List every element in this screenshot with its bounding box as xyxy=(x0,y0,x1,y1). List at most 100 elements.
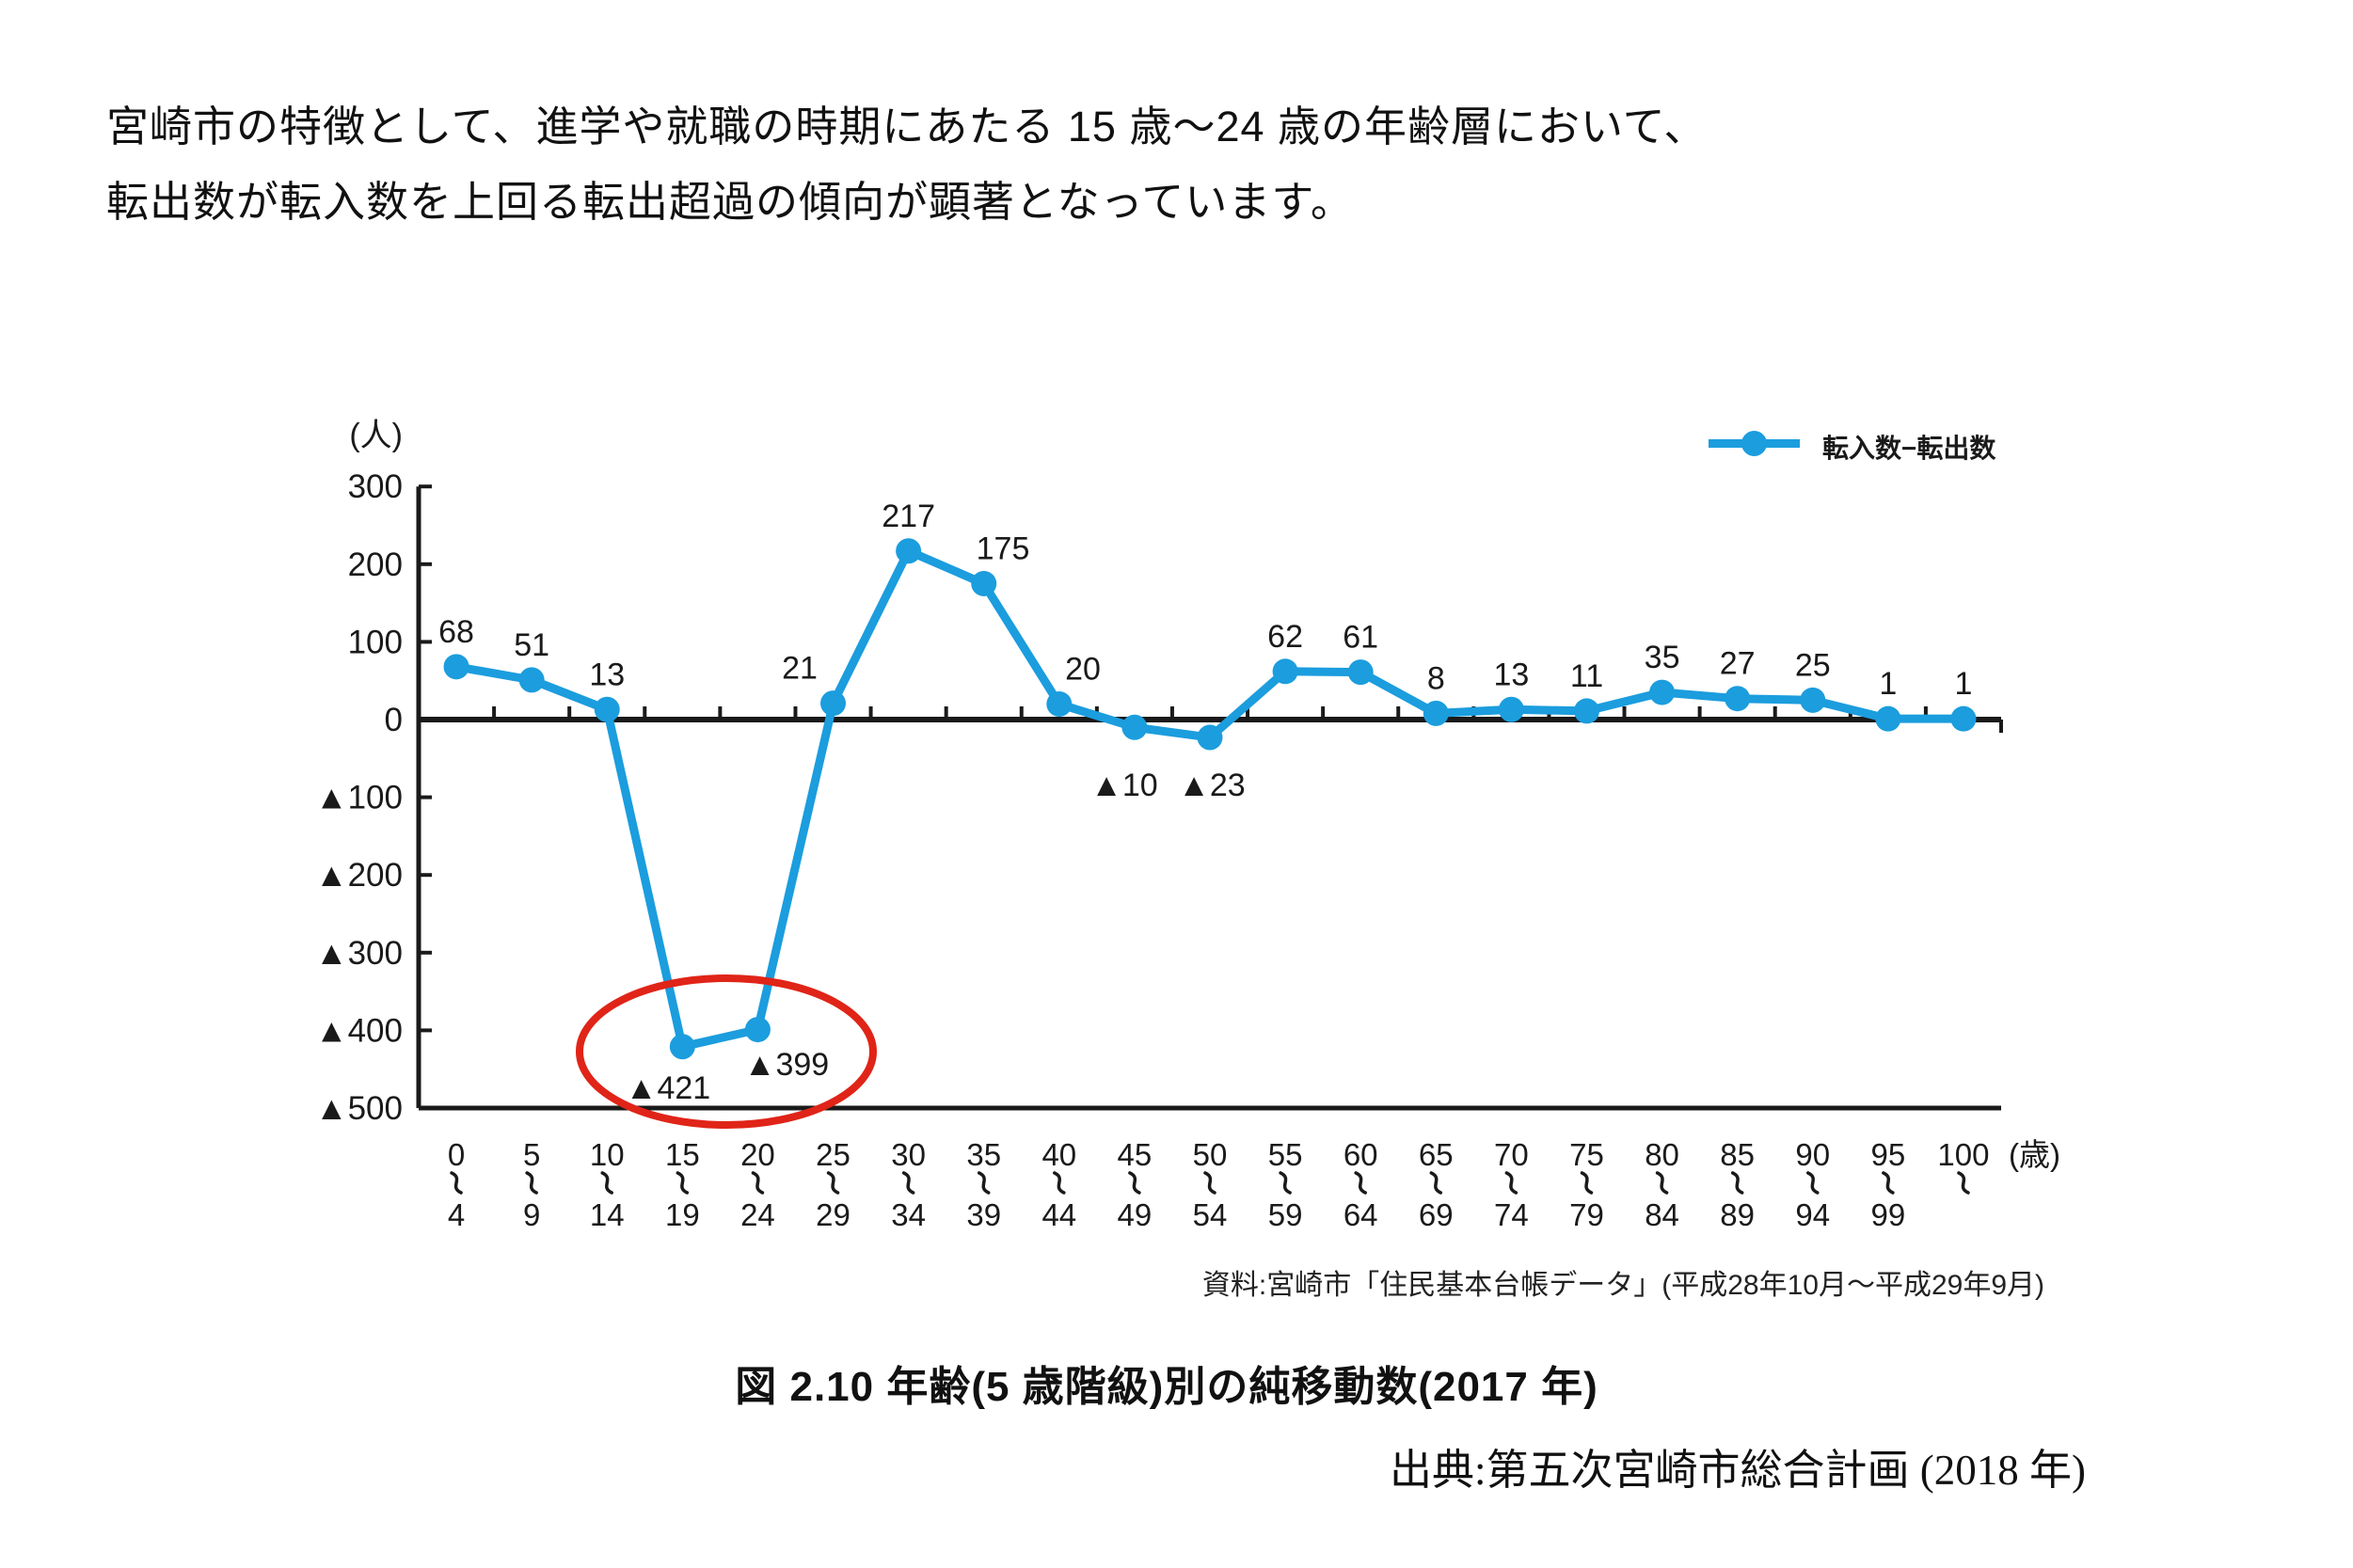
data-point xyxy=(1649,679,1676,705)
data-point-label: 35 xyxy=(1645,640,1680,675)
data-point-label: 51 xyxy=(514,627,549,663)
legend-label: 転入数−転出数 xyxy=(1822,434,1996,463)
x-axis-label-to: 69 xyxy=(1419,1197,1454,1232)
x-axis-range-separator xyxy=(1655,1171,1669,1195)
x-axis-label-from: 25 xyxy=(816,1137,851,1172)
data-point-label: 175 xyxy=(977,531,1030,566)
x-axis-label-to: 74 xyxy=(1494,1197,1529,1232)
y-axis-tick-label: 100 xyxy=(348,624,403,660)
x-axis-label-to: 44 xyxy=(1041,1197,1076,1232)
x-axis-label-from: 15 xyxy=(665,1137,700,1172)
data-point xyxy=(896,538,922,564)
x-axis-label-to: 99 xyxy=(1870,1197,1905,1232)
x-axis-range-separator xyxy=(1203,1171,1216,1195)
x-axis-label-to: 24 xyxy=(740,1197,775,1232)
x-axis-label-from: 50 xyxy=(1193,1137,1228,1172)
data-point-label: 20 xyxy=(1065,651,1101,687)
x-axis-label-from: 40 xyxy=(1041,1137,1076,1172)
data-point-label: 13 xyxy=(589,657,625,692)
x-axis-label-from: 95 xyxy=(1870,1137,1905,1172)
x-axis-label-to: 49 xyxy=(1118,1197,1153,1232)
data-point xyxy=(1272,658,1298,685)
x-axis-label-from: 70 xyxy=(1494,1137,1529,1172)
data-point xyxy=(1197,724,1223,751)
legend-dot-marker xyxy=(1741,431,1767,456)
y-axis-tick-label: 200 xyxy=(348,546,403,583)
x-axis-label-to: 14 xyxy=(590,1197,625,1232)
data-point-label: 1 xyxy=(1879,666,1897,702)
x-axis-range-separator xyxy=(826,1171,840,1195)
x-axis-label-from: 75 xyxy=(1569,1137,1604,1172)
data-point xyxy=(1800,687,1826,713)
data-point xyxy=(518,667,545,693)
x-axis-label-from: 90 xyxy=(1795,1137,1830,1172)
x-axis-label-to: 84 xyxy=(1645,1197,1679,1232)
x-axis-label-to: 64 xyxy=(1343,1197,1378,1232)
x-axis-range-separator xyxy=(1504,1171,1518,1195)
y-axis-tick-label: ▲200 xyxy=(315,857,403,894)
data-point xyxy=(1950,705,1977,732)
x-axis-label-to: 4 xyxy=(448,1197,465,1232)
data-point-label: ▲10 xyxy=(1090,768,1157,803)
data-point xyxy=(1725,686,1751,712)
y-axis-tick-label: ▲400 xyxy=(315,1012,403,1049)
highlight-ellipse xyxy=(576,974,877,1129)
x-axis-range-separator xyxy=(1806,1171,1820,1195)
x-axis-label-from: 5 xyxy=(523,1137,540,1172)
y-axis-tick-label: ▲100 xyxy=(315,780,403,816)
data-point-label: ▲399 xyxy=(744,1047,829,1083)
x-axis-range-separator xyxy=(1279,1171,1292,1195)
x-axis-label-from: 85 xyxy=(1720,1137,1755,1172)
x-axis-label-from: 60 xyxy=(1343,1137,1378,1172)
data-point xyxy=(744,1017,771,1043)
y-axis-tick-label: ▲500 xyxy=(315,1090,403,1127)
x-axis-label-from: 35 xyxy=(966,1137,1001,1172)
data-point-label: ▲421 xyxy=(626,1070,710,1106)
data-point xyxy=(1046,690,1073,717)
intro-line-2: 転出数が転入数を上回る転出超過の傾向が顕著となっています。 xyxy=(106,178,1354,226)
x-axis-label-from: 10 xyxy=(590,1137,625,1172)
x-axis-label-to: 19 xyxy=(665,1197,700,1232)
intro-line-1: 宮崎市の特徴として、進学や就職の時期にあたる 15 歳〜24 歳の年齢層において… xyxy=(106,103,1708,150)
x-axis-range-separator xyxy=(1730,1171,1744,1195)
data-point xyxy=(443,654,469,680)
data-point xyxy=(971,570,997,596)
x-axis-label-to: 34 xyxy=(891,1197,926,1232)
data-point-label: 25 xyxy=(1795,647,1831,683)
data-source-note: 資料:宮崎市「住民基本台帳データ」(平成28年10月〜平成29年9月) xyxy=(1201,1270,2044,1301)
x-axis-range-separator xyxy=(901,1171,915,1195)
y-axis-tick-label: ▲300 xyxy=(315,935,403,972)
x-axis-label-from: 30 xyxy=(891,1137,926,1172)
data-point xyxy=(594,696,620,722)
x-axis-label-to: 79 xyxy=(1569,1197,1604,1232)
data-point-label: 217 xyxy=(882,499,935,534)
x-axis-range-separator xyxy=(1354,1171,1367,1195)
figure-caption: 図 2.10 年齢(5 歳階級)別の純移動数(2017 年) xyxy=(735,1364,1598,1410)
x-axis-range-separator xyxy=(525,1171,538,1195)
x-axis-label-to: 29 xyxy=(816,1197,851,1232)
data-point xyxy=(1423,700,1449,726)
x-axis-label-to: 39 xyxy=(966,1197,1001,1232)
attribution-note: 出典:第五次宮崎市総合計画 (2018 年) xyxy=(1390,1447,2086,1494)
y-axis-tick-label: 300 xyxy=(348,468,403,505)
data-point-label: 11 xyxy=(1570,658,1603,694)
x-axis-unit-label: (歳) xyxy=(2009,1137,2060,1172)
data-point xyxy=(1573,698,1599,724)
data-point xyxy=(1498,696,1524,722)
x-axis-range-separator xyxy=(1580,1171,1594,1195)
x-axis-label-to: 54 xyxy=(1193,1197,1228,1232)
intro-paragraph: 宮崎市の特徴として、進学や就職の時期にあたる 15 歳〜24 歳の年齢層において… xyxy=(106,89,2298,240)
x-axis-range-separator xyxy=(600,1171,613,1195)
x-axis-range-separator xyxy=(751,1171,765,1195)
data-point-label: 62 xyxy=(1267,619,1303,655)
x-axis-label-from: 80 xyxy=(1645,1137,1679,1172)
data-point xyxy=(669,1034,695,1060)
x-axis-label-to: 89 xyxy=(1720,1197,1755,1232)
data-point-label: 13 xyxy=(1493,657,1529,692)
x-axis-range-separator xyxy=(1882,1171,1895,1195)
x-axis-label-from: 55 xyxy=(1268,1137,1303,1172)
x-axis-label-from: 20 xyxy=(740,1137,775,1172)
y-axis-unit-label: (人) xyxy=(349,418,403,453)
data-point xyxy=(1347,659,1374,686)
data-point-label: 8 xyxy=(1427,660,1445,696)
